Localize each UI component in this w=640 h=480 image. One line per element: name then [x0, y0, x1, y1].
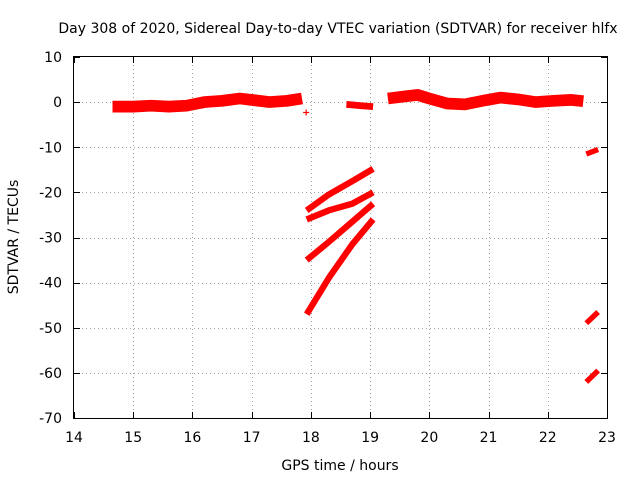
y-tick-label: 0 — [53, 95, 62, 111]
y-tick-label: -70 — [39, 411, 62, 427]
y-axis-label: SDTVAR / TECUs — [6, 180, 22, 295]
data-series-segment — [346, 101, 374, 110]
data-series-segment — [305, 189, 375, 223]
data-series-segment — [112, 92, 303, 113]
x-tick-label: 22 — [539, 430, 557, 446]
x-tick-label: 18 — [302, 430, 320, 446]
y-tick-label: -20 — [39, 185, 62, 201]
data-series-segment — [584, 310, 600, 326]
data-series-segment — [387, 89, 584, 111]
x-tick-label: 20 — [420, 430, 438, 446]
y-tick-label: -30 — [39, 231, 62, 247]
x-tick-label: 19 — [361, 430, 379, 446]
x-tick-label: 21 — [480, 430, 498, 446]
x-tick-label: 23 — [598, 430, 616, 446]
y-tick-label: -40 — [39, 276, 62, 292]
data-series-segment — [584, 368, 600, 384]
y-tick-label: -60 — [39, 366, 62, 382]
chart-title: Day 308 of 2020, Sidereal Day-to-day VTE… — [58, 21, 617, 37]
data-series-segment — [304, 217, 376, 316]
x-tick-labels: 14 15 16 17 18 19 20 21 22 23 — [65, 430, 616, 446]
y-tick-label: 10 — [44, 50, 62, 66]
data-series-segment — [304, 201, 376, 263]
x-tick-label: 14 — [65, 430, 83, 446]
plot-frame — [73, 56, 608, 419]
data-series-segment — [585, 146, 600, 157]
plot-area — [112, 89, 600, 384]
y-tick-label: -10 — [39, 140, 62, 156]
y-tick-labels: 10 0 -10 -20 -30 -40 -50 -60 -70 — [39, 50, 62, 427]
data-series-segment — [304, 166, 375, 213]
x-tick-label: 17 — [243, 430, 261, 446]
x-tick-label: 15 — [124, 430, 142, 446]
y-tick-label: -50 — [39, 321, 62, 337]
x-axis-label: GPS time / hours — [281, 458, 398, 474]
data-point — [303, 109, 310, 116]
x-tick-label: 16 — [184, 430, 202, 446]
